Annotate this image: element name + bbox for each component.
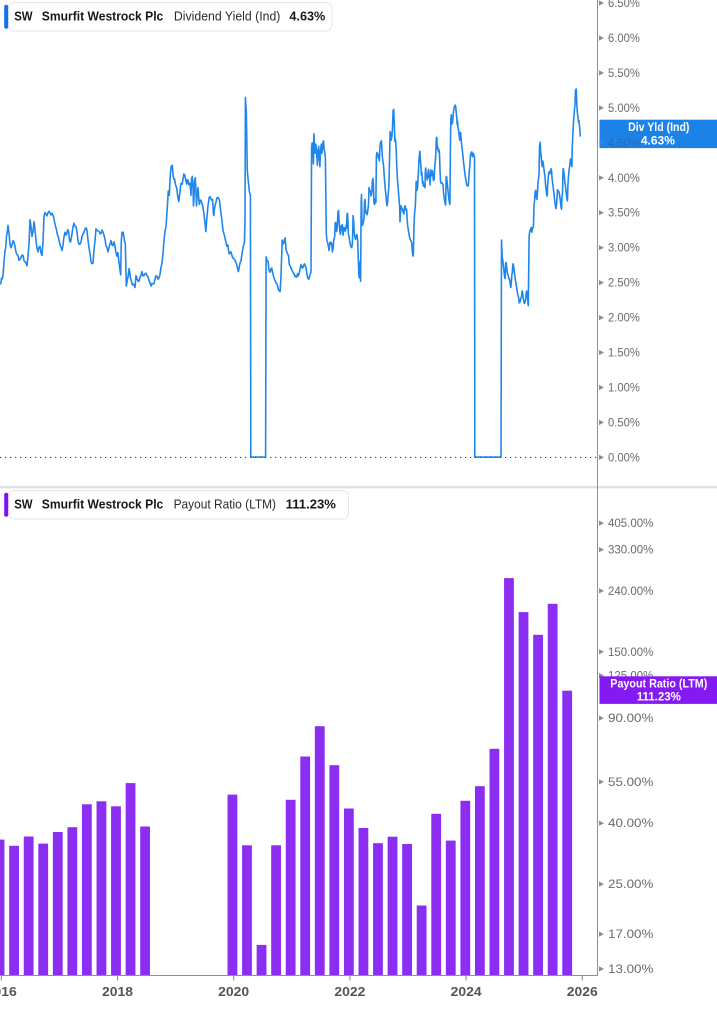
svg-text:1.00%: 1.00% <box>608 381 640 395</box>
svg-text:0.00%: 0.00% <box>608 450 640 464</box>
svg-text:3.00%: 3.00% <box>608 241 640 255</box>
svg-text:Payout Ratio (LTM): Payout Ratio (LTM) <box>610 677 707 691</box>
svg-text:3.50%: 3.50% <box>608 206 640 220</box>
svg-text:330.00%: 330.00% <box>608 543 654 557</box>
svg-text:13.00%: 13.00% <box>608 962 654 976</box>
svg-text:5.50%: 5.50% <box>608 66 640 80</box>
svg-text:2026: 2026 <box>567 985 598 999</box>
svg-text:40.00%: 40.00% <box>608 816 654 830</box>
svg-text:90.00%: 90.00% <box>608 711 654 725</box>
svg-text:1.50%: 1.50% <box>608 346 640 360</box>
svg-text:Smurfit Westrock Plc: Smurfit Westrock Plc <box>42 497 164 512</box>
svg-text:Dividend Yield (Ind): Dividend Yield (Ind) <box>174 9 281 24</box>
svg-text:2024: 2024 <box>451 985 482 999</box>
svg-text:Payout Ratio (LTM): Payout Ratio (LTM) <box>174 497 276 512</box>
svg-text:55.00%: 55.00% <box>608 775 654 789</box>
svg-text:5.00%: 5.00% <box>608 101 640 115</box>
svg-text:240.00%: 240.00% <box>608 584 654 598</box>
svg-text:111.23%: 111.23% <box>637 690 682 704</box>
svg-text:6.50%: 6.50% <box>608 0 640 10</box>
svg-text:111.23%: 111.23% <box>286 497 337 512</box>
svg-text:SW: SW <box>14 9 33 24</box>
svg-text:Smurfit Westrock Plc: Smurfit Westrock Plc <box>42 9 164 24</box>
svg-text:2022: 2022 <box>334 985 365 999</box>
svg-text:25.00%: 25.00% <box>608 877 654 891</box>
svg-text:2020: 2020 <box>218 985 249 999</box>
svg-text:Div Yld (Ind): Div Yld (Ind) <box>628 120 689 134</box>
svg-text:4.63%: 4.63% <box>289 9 325 24</box>
svg-text:4.50%: 4.50% <box>608 136 640 150</box>
svg-text:150.00%: 150.00% <box>608 645 654 659</box>
svg-text:4.63%: 4.63% <box>641 134 676 148</box>
svg-text:SW: SW <box>14 497 33 512</box>
svg-text:17.00%: 17.00% <box>608 927 654 941</box>
svg-text:2.50%: 2.50% <box>608 276 640 290</box>
svg-text:0.50%: 0.50% <box>608 415 640 429</box>
svg-text:6.00%: 6.00% <box>608 31 640 45</box>
svg-text:2016: 2016 <box>0 985 17 999</box>
svg-text:2.00%: 2.00% <box>608 311 640 325</box>
svg-text:4.00%: 4.00% <box>608 171 640 185</box>
svg-text:405.00%: 405.00% <box>608 516 654 530</box>
svg-text:2018: 2018 <box>102 985 133 999</box>
